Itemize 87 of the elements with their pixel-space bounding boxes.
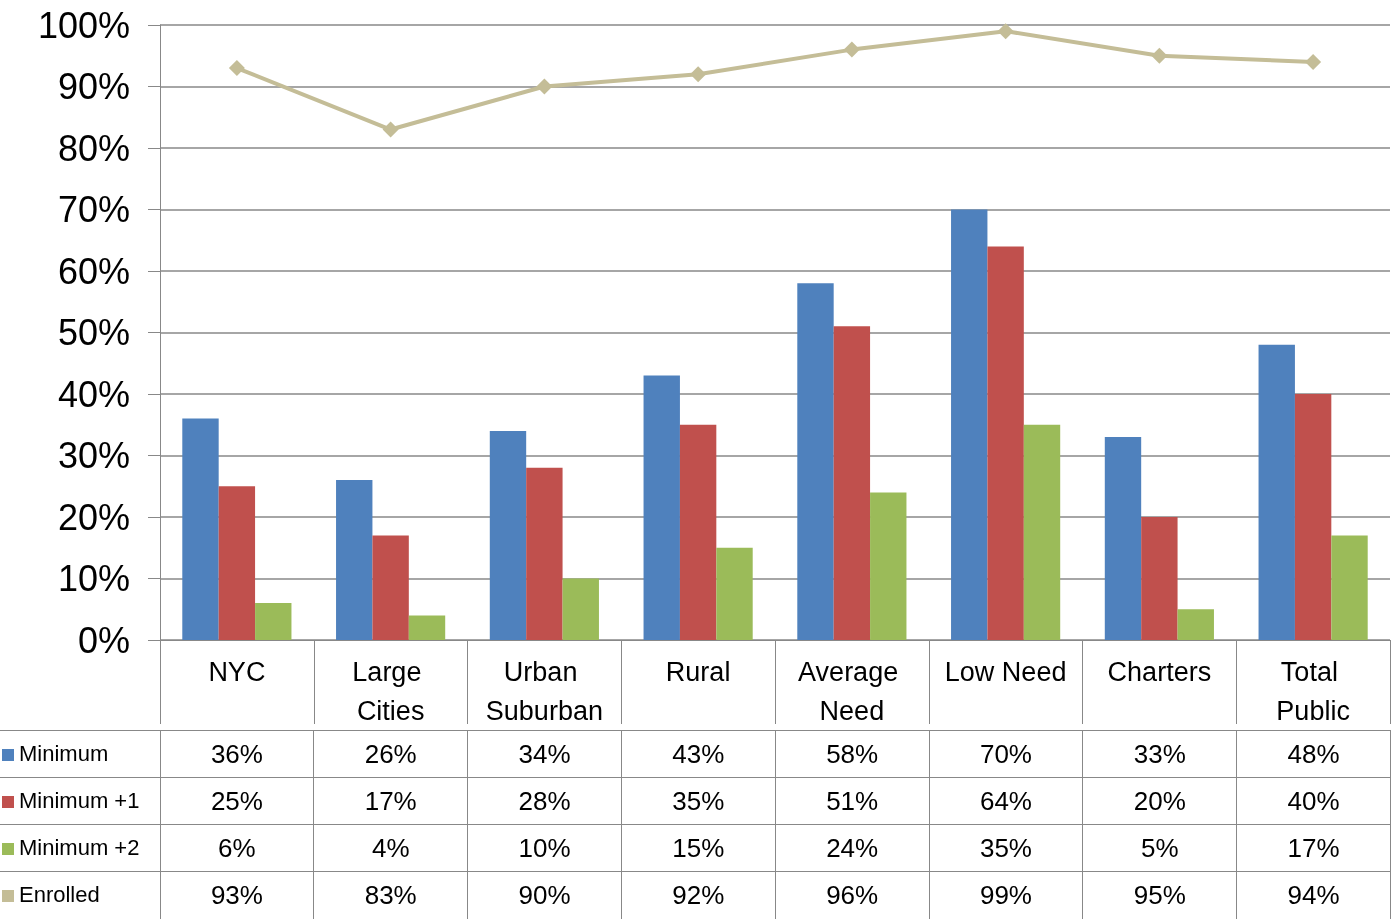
bar [643, 375, 680, 640]
data-label: 92% [621, 871, 776, 919]
x-tick-label: Total Public [1276, 656, 1350, 726]
legend-label: Minimum +2 [0, 824, 160, 872]
point [536, 78, 553, 95]
data-label: 96% [775, 871, 930, 919]
bar [336, 480, 373, 640]
bar [870, 492, 907, 640]
bar [1023, 424, 1061, 640]
point [228, 60, 245, 77]
data-label: 83% [313, 871, 468, 919]
x-tick-label: Charters [1107, 656, 1212, 687]
data-label: 35% [929, 824, 1083, 872]
x-tick-label: Rural [665, 656, 731, 687]
data-label: 33% [1082, 730, 1237, 778]
data-label: 5% [1082, 824, 1237, 872]
y-tick-label: 100% [37, 4, 130, 46]
bar [716, 547, 753, 640]
y-tick-label: 40% [57, 373, 130, 415]
data-label: 24% [775, 824, 930, 872]
y-tick-label: 80% [57, 127, 130, 169]
bar [987, 246, 1024, 640]
data-label: 17% [313, 777, 468, 825]
point [843, 41, 860, 58]
bar [255, 603, 292, 640]
data-label: 34% [467, 730, 622, 778]
y-tick-label: 20% [57, 496, 130, 538]
data-label: 90% [467, 871, 622, 919]
bar [372, 535, 409, 640]
bar [833, 326, 871, 640]
x-tick-label: Large Cities [352, 656, 429, 726]
data-label: 40% [1236, 777, 1391, 825]
bar [797, 283, 834, 640]
data-label: 94% [1236, 871, 1391, 919]
data-label: 17% [1236, 824, 1391, 872]
point [690, 66, 707, 83]
data-label: 4% [313, 824, 468, 872]
data-label: 10% [467, 824, 622, 872]
data-label: 6% [160, 824, 314, 872]
data-label: 35% [621, 777, 776, 825]
x-tick-label: Average Need [798, 656, 906, 726]
y-tick-label: 60% [57, 250, 130, 292]
x-tick-label: Urban Suburban [485, 656, 603, 726]
bar [489, 430, 527, 640]
bar [1294, 394, 1332, 640]
data-label: 36% [160, 730, 314, 778]
bar [1141, 517, 1178, 640]
data-label: 25% [160, 777, 314, 825]
bar [218, 486, 256, 640]
data-label: 99% [929, 871, 1083, 919]
x-tick-label: NYC [208, 656, 266, 687]
y-tick-label: 10% [57, 558, 130, 599]
data-label: 28% [467, 777, 622, 825]
legend-label: Minimum +1 [0, 777, 160, 825]
legend-label: Minimum [0, 730, 160, 778]
point [1305, 53, 1322, 70]
y-tick-label: 0% [77, 619, 130, 661]
bar [526, 467, 563, 640]
bar [182, 418, 219, 640]
data-label: 20% [1082, 777, 1237, 825]
bar [1331, 535, 1368, 640]
bar [1258, 344, 1295, 640]
bar [1177, 609, 1214, 640]
point [997, 23, 1014, 40]
point [1151, 47, 1168, 64]
data-label: 95% [1082, 871, 1237, 919]
data-label: 64% [929, 777, 1083, 825]
data-label: 93% [160, 871, 314, 919]
data-label: 51% [775, 777, 930, 825]
bar [951, 209, 988, 640]
bar [679, 424, 717, 640]
bar [562, 578, 599, 640]
legend-label: Enrolled [0, 871, 160, 919]
bar [408, 615, 446, 640]
bar [1104, 437, 1142, 640]
y-tick-label: 70% [57, 189, 130, 230]
y-tick-label: 90% [57, 66, 130, 107]
y-tick-label: 50% [57, 312, 130, 353]
y-tick-label: 30% [57, 435, 130, 476]
point [382, 121, 399, 138]
data-label: 15% [621, 824, 776, 872]
data-label: 43% [621, 730, 776, 778]
data-label: 70% [929, 730, 1083, 778]
data-label: 48% [1236, 730, 1391, 778]
data-label: 58% [775, 730, 930, 778]
data-label: 26% [313, 730, 468, 778]
x-tick-label: Low Need [944, 656, 1067, 687]
